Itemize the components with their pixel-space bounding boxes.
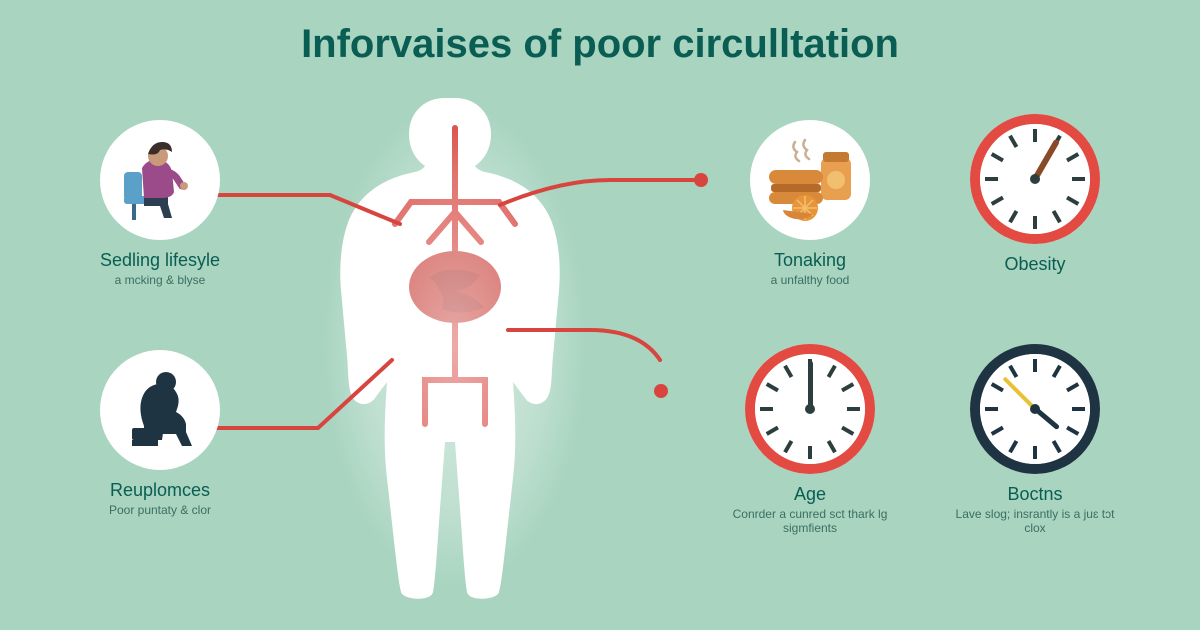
item-boctns: Boctns Lave slog; insrantly is a juɛ tɔt…	[945, 344, 1125, 535]
connector-dot	[694, 173, 708, 187]
item-obesity: Obesity	[945, 114, 1125, 277]
item-title: Obesity	[945, 254, 1125, 275]
item-title: Age	[720, 484, 900, 505]
clock-icon	[970, 114, 1100, 244]
connectors	[0, 0, 1200, 630]
item-title: Tonaking	[720, 250, 900, 271]
clock-icon	[745, 344, 875, 474]
item-age: Age Conrder a cunred sct thark lg sigmfi…	[720, 344, 900, 535]
sitting-woman-icon	[100, 120, 220, 240]
sitting-man-icon	[100, 350, 220, 470]
clock-icon	[970, 344, 1100, 474]
item-title: Sedling lifesyle	[70, 250, 250, 271]
item-subtitle: Poor puntaty & clor	[70, 503, 250, 517]
infographic-canvas: Inforvaises of poor circulltation	[0, 0, 1200, 630]
item-reuplomces: Reuplomces Poor puntaty & clor	[70, 350, 250, 517]
item-subtitle: Lave slog; insrantly is a juɛ tɔt clox	[945, 507, 1125, 535]
item-title: Reuplomces	[70, 480, 250, 501]
item-subtitle: a unfalthy food	[720, 273, 900, 287]
item-title: Boctns	[945, 484, 1125, 505]
connector-dot	[654, 384, 668, 398]
item-sedentary: Sedling lifesyle a mcking & blyse	[70, 120, 250, 287]
food-icon	[750, 120, 870, 240]
item-subtitle: Conrder a cunred sct thark lg sigmfients	[720, 507, 900, 535]
item-tonaking: Tonaking a unfalthy food	[720, 120, 900, 287]
page-title: Inforvaises of poor circulltation	[0, 22, 1200, 67]
body-figure	[310, 80, 600, 610]
item-subtitle: a mcking & blyse	[70, 273, 250, 287]
